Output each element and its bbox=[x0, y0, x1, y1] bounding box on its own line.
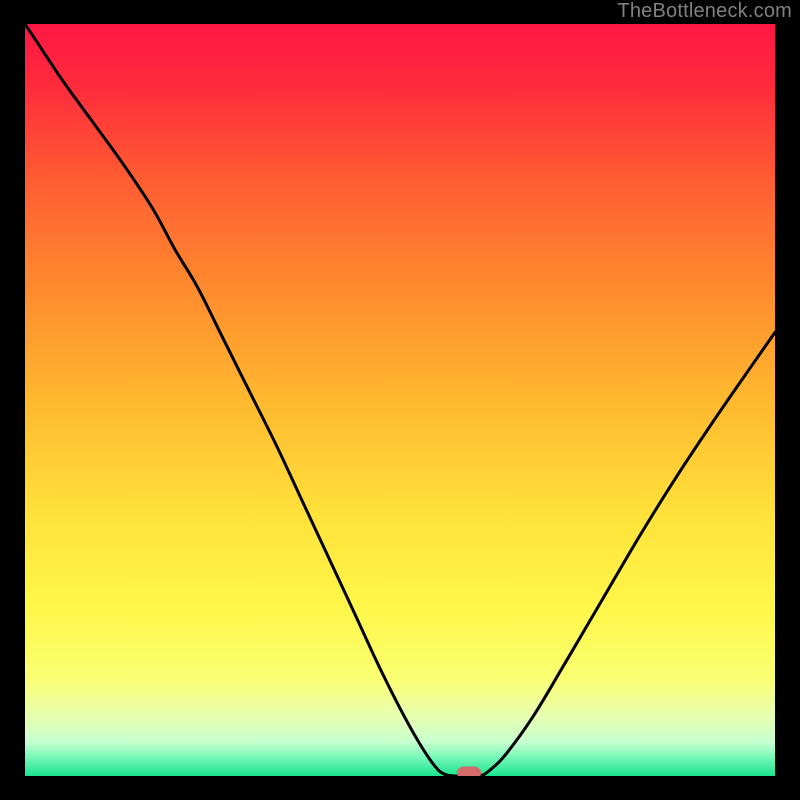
bottleneck-chart bbox=[0, 0, 800, 800]
plot-background bbox=[25, 24, 775, 776]
watermark-text: TheBottleneck.com bbox=[617, 0, 792, 23]
